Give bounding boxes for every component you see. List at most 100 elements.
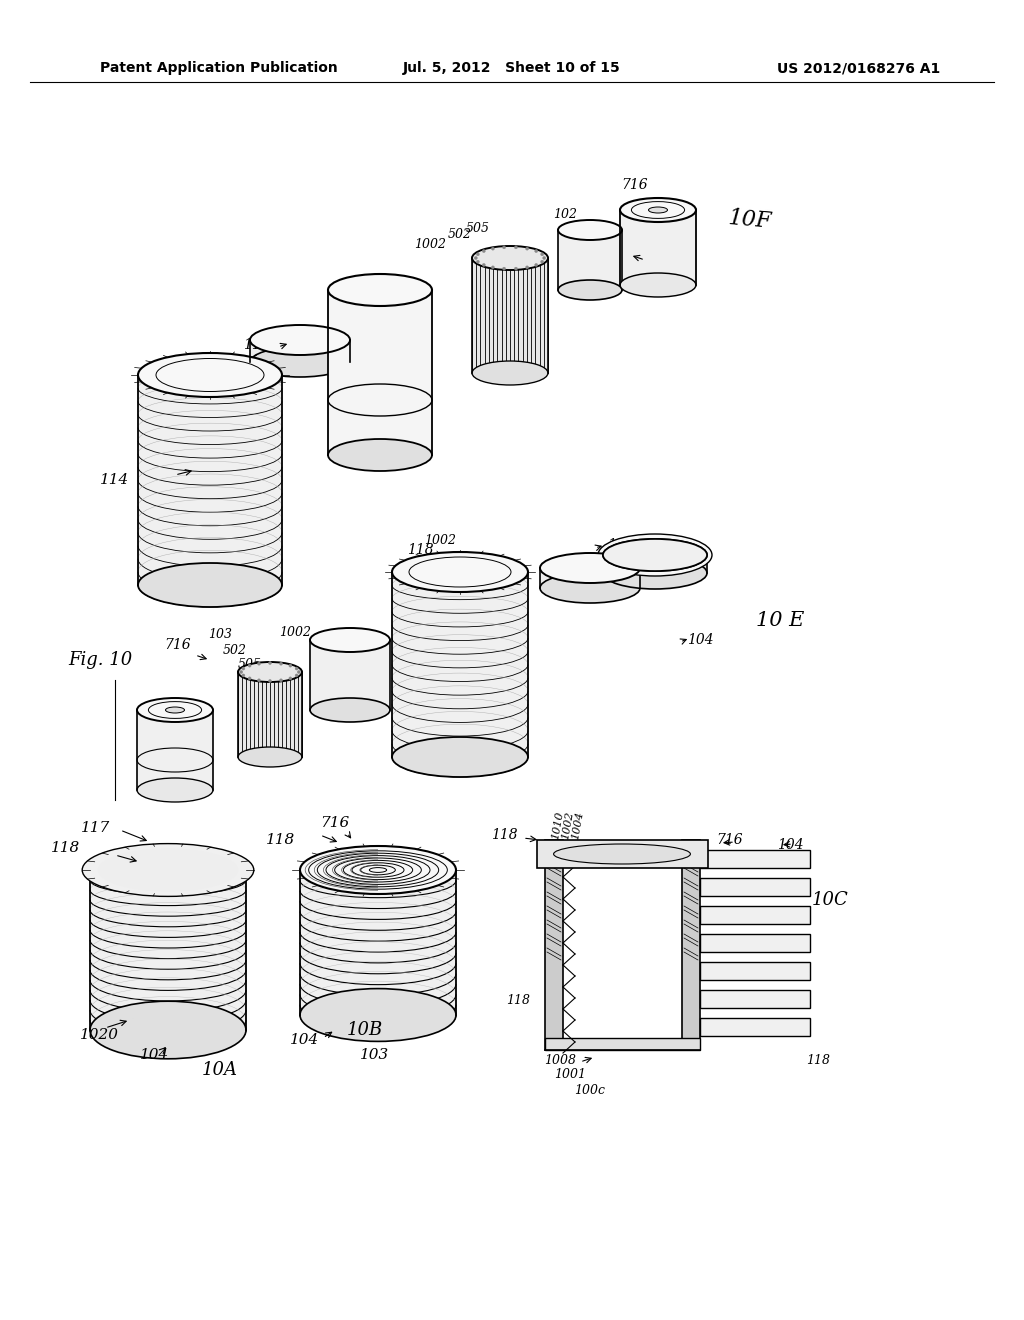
Text: 1008: 1008 [544,1053,575,1067]
Text: 118: 118 [51,841,80,855]
Text: 502: 502 [449,228,472,242]
Text: Patent Application Publication: Patent Application Publication [100,61,338,75]
Polygon shape [700,962,810,979]
Text: 104: 104 [776,838,803,851]
Text: Fig. 10: Fig. 10 [68,651,132,669]
Ellipse shape [492,247,495,251]
Ellipse shape [620,273,696,297]
Text: 10 E: 10 E [756,610,804,630]
Ellipse shape [295,675,298,677]
Text: 502: 502 [223,644,247,656]
Ellipse shape [472,246,548,271]
Ellipse shape [242,667,245,671]
Polygon shape [682,840,700,1049]
Text: 104: 104 [233,358,260,372]
Ellipse shape [137,777,213,803]
Ellipse shape [300,846,456,894]
Ellipse shape [554,843,690,865]
Polygon shape [310,640,390,710]
Text: 118: 118 [506,994,530,1006]
Ellipse shape [392,552,528,591]
Ellipse shape [328,275,432,306]
Ellipse shape [90,846,246,894]
Ellipse shape [248,664,251,667]
Ellipse shape [543,256,546,260]
Ellipse shape [166,708,184,713]
Text: 104: 104 [687,634,714,647]
Ellipse shape [98,849,239,891]
Text: 716: 716 [717,833,743,847]
Ellipse shape [476,260,479,263]
Ellipse shape [280,678,283,682]
Ellipse shape [482,249,485,252]
Ellipse shape [541,253,544,256]
Ellipse shape [248,677,251,680]
Text: 10F: 10F [727,207,773,232]
Ellipse shape [240,671,243,673]
Ellipse shape [280,663,283,665]
Text: 1002: 1002 [414,239,446,252]
Ellipse shape [238,747,302,767]
Ellipse shape [138,564,282,607]
Text: 118: 118 [806,1053,830,1067]
Ellipse shape [82,843,254,896]
Text: 716: 716 [622,178,648,191]
Ellipse shape [295,667,298,671]
Text: 104: 104 [140,1048,170,1063]
Text: 1004: 1004 [570,810,586,840]
Ellipse shape [472,360,548,385]
Text: 1001: 1001 [554,1068,586,1081]
Ellipse shape [310,698,390,722]
Polygon shape [537,840,708,869]
Ellipse shape [137,698,213,722]
Ellipse shape [257,678,260,682]
Polygon shape [138,375,282,585]
Text: 10C: 10C [812,891,848,909]
Ellipse shape [525,265,528,269]
Polygon shape [545,1038,700,1049]
Ellipse shape [603,539,707,572]
Ellipse shape [268,680,271,682]
Polygon shape [558,230,622,290]
Polygon shape [250,341,350,362]
Ellipse shape [535,249,538,252]
Ellipse shape [474,256,477,260]
Text: 104: 104 [291,1034,319,1047]
Text: 102: 102 [553,209,577,222]
Ellipse shape [648,207,668,213]
Text: 10A: 10A [202,1061,238,1078]
Text: 1002: 1002 [279,626,311,639]
Ellipse shape [620,198,696,222]
Ellipse shape [603,557,707,589]
Ellipse shape [242,675,245,677]
Ellipse shape [598,535,712,576]
Ellipse shape [535,264,538,267]
Text: 505: 505 [238,659,262,672]
Ellipse shape [514,267,517,271]
Ellipse shape [558,220,622,240]
Ellipse shape [482,264,485,267]
Ellipse shape [476,253,479,256]
Polygon shape [472,257,548,374]
Ellipse shape [90,1001,246,1059]
Ellipse shape [603,539,707,572]
Polygon shape [700,850,810,869]
Text: 10B: 10B [347,1020,383,1039]
Polygon shape [392,572,528,756]
Ellipse shape [289,664,292,667]
Ellipse shape [503,267,506,271]
Polygon shape [620,210,696,285]
Ellipse shape [257,663,260,665]
Text: 716: 716 [321,816,349,830]
Text: 1002: 1002 [424,533,456,546]
Text: 114: 114 [606,539,633,552]
Text: 1002: 1002 [560,810,575,840]
Polygon shape [90,870,246,1030]
Polygon shape [545,840,563,1049]
Polygon shape [700,906,810,924]
Text: 1010: 1010 [551,810,565,840]
Text: 114: 114 [100,473,130,487]
Polygon shape [328,290,432,455]
Text: 118: 118 [266,833,295,847]
Polygon shape [300,870,456,1015]
